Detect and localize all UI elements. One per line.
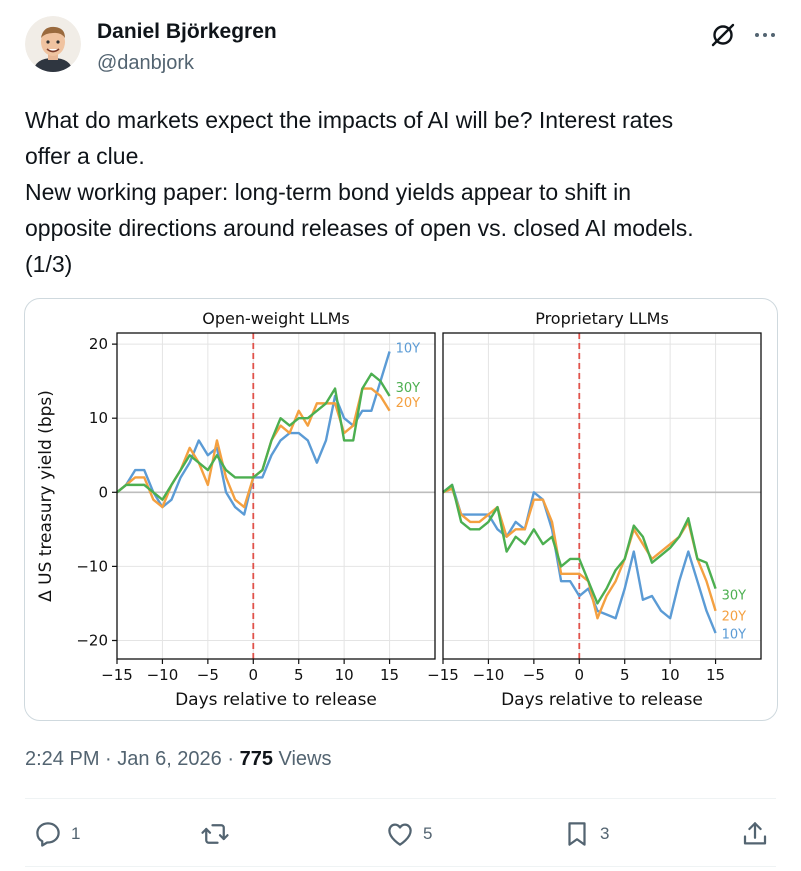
tweet-line: offer a clue. (25, 143, 145, 169)
grok-icon (711, 23, 735, 47)
chart-title: Open-weight LLMs (202, 309, 350, 328)
x-tick-label: −5 (523, 666, 545, 684)
tweet-date[interactable]: Jan 6, 2026 (117, 748, 222, 770)
series-label-30Y: 30Y (722, 589, 747, 604)
series-label-20Y: 20Y (722, 610, 747, 625)
avatar[interactable] (25, 16, 81, 72)
bookmark-button[interactable]: 3 (562, 816, 609, 852)
reply-count: 1 (71, 824, 81, 843)
share-button[interactable] (740, 816, 770, 852)
meta-separator: · (99, 748, 118, 770)
x-axis-label: Days relative to release (501, 690, 703, 710)
repost-button[interactable] (200, 816, 238, 852)
y-tick-label: −20 (76, 631, 108, 649)
tweet-text: What do markets expect the impacts of AI… (25, 102, 775, 282)
tweet-time[interactable]: 2:24 PM (25, 748, 100, 770)
series-label-20Y: 20Y (396, 396, 421, 411)
media-image[interactable]: 10Y 30Y 20Y −15 −10 −5 0 5 10 15 −20 −10 0 10 20 Open-w… (24, 298, 778, 721)
share-icon (743, 822, 767, 845)
series-line-20Y (442, 487, 717, 620)
x-tick-label: 0 (249, 666, 259, 684)
y-tick-label: 0 (98, 483, 108, 501)
series-line-30Y (442, 483, 717, 605)
views-count: 775 (239, 748, 273, 770)
x-tick-label: −5 (197, 666, 219, 684)
series-label-10Y: 10Y (722, 628, 747, 643)
bookmark-count: 3 (600, 824, 610, 843)
repost-icon (201, 824, 229, 844)
tweet-meta: 2:24 PM · Jan 6, 2026 · 775 Views (25, 748, 332, 771)
more-icon (755, 33, 775, 37)
x-tick-label: −10 (147, 666, 179, 684)
x-tick-label: 0 (575, 666, 585, 684)
x-tick-label: 5 (620, 666, 630, 684)
author-handle[interactable]: @danbjork (97, 52, 195, 74)
reply-icon (36, 822, 60, 847)
author-name[interactable]: Daniel Björkegren (97, 20, 277, 43)
series-label-30Y: 30Y (396, 381, 421, 396)
x-tick-label: 15 (380, 666, 399, 684)
x-tick-label: 10 (661, 666, 680, 684)
tweet-line: (1/3) (25, 251, 73, 277)
x-tick-label: −15 (427, 666, 459, 684)
y-tick-label: 10 (89, 409, 108, 427)
more-button[interactable] (748, 20, 782, 50)
reply-button[interactable]: 1 (33, 816, 80, 852)
series-line-30Y (116, 372, 391, 501)
x-tick-label: 5 (294, 666, 304, 684)
like-icon (388, 823, 412, 846)
axes-frame (116, 332, 436, 660)
axes-frame (442, 332, 762, 660)
divider (25, 798, 776, 799)
x-tick-label: 10 (335, 666, 354, 684)
tweet-line: New working paper: long-term bond yields… (25, 179, 631, 205)
meta-separator: · (221, 748, 240, 770)
bookmark-icon (568, 822, 586, 846)
series-label-10Y: 10Y (396, 342, 421, 357)
x-axis-label: Days relative to release (175, 690, 377, 710)
divider (25, 866, 776, 867)
x-tick-label: −15 (101, 666, 133, 684)
views-label: Views (272, 748, 332, 770)
grok-button[interactable] (706, 20, 740, 50)
tweet-line: opposite directions around releases of o… (25, 215, 694, 241)
y-tick-label: 20 (89, 335, 108, 353)
avatar-image (25, 16, 81, 72)
y-axis-label: Δ US treasury yield (bps) (36, 390, 56, 602)
tweet-line: What do markets expect the impacts of AI… (25, 107, 674, 133)
x-tick-label: 15 (706, 666, 725, 684)
like-count: 5 (423, 824, 433, 843)
like-button[interactable]: 5 (385, 816, 432, 852)
chart-title: Proprietary LLMs (535, 309, 669, 328)
y-tick-label: −10 (76, 557, 108, 575)
x-tick-label: −10 (473, 666, 505, 684)
